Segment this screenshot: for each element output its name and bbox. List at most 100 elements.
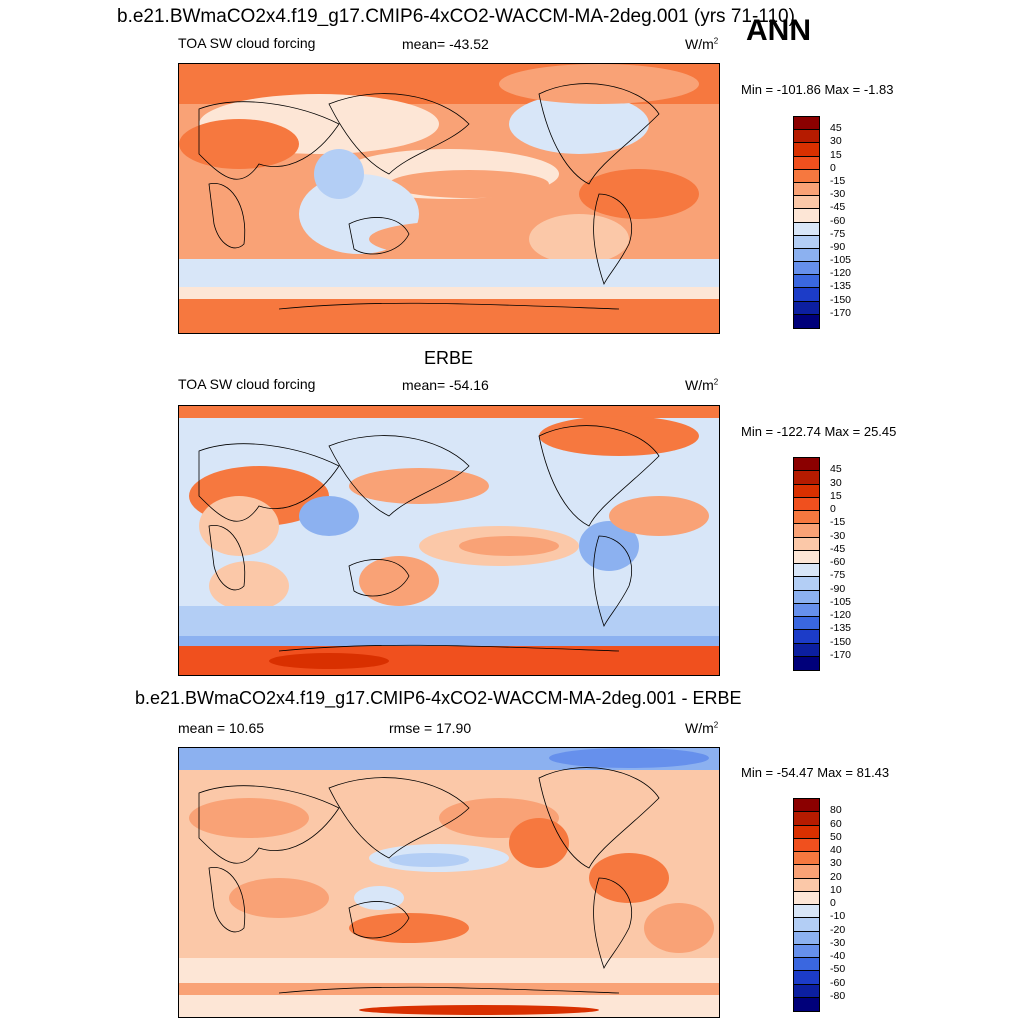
colorbar-tick-label: -90 (830, 240, 846, 253)
colorbar-swatch (794, 812, 819, 826)
panel1-map (178, 63, 720, 334)
colorbar-tick-label: -105 (830, 254, 852, 267)
colorbar-swatch (794, 564, 819, 578)
colorbar-swatch (794, 458, 819, 472)
colorbar-tick-label: -170 (830, 306, 852, 319)
panel1-variable: TOA SW cloud forcing (178, 35, 316, 51)
panel3-title: b.e21.BWmaCO2x4.f19_g17.CMIP6-4xCO2-WACC… (135, 688, 742, 708)
colorbar-tick-label: -15 (830, 174, 846, 187)
colorbar-tick-label: -50 (830, 963, 846, 976)
panel1-minmax: Min = -101.86 Max = -1.83 (741, 82, 894, 97)
colorbar-tick-label: -150 (830, 635, 852, 648)
colorbar-swatch (794, 931, 819, 945)
colorbar-tick-label: 0 (830, 503, 836, 515)
colorbar-tick-label: -45 (830, 542, 846, 555)
colorbar-swatch (794, 997, 819, 1011)
colorbar-swatch (794, 537, 819, 551)
colorbar-swatch (794, 603, 819, 617)
panel1-mean: mean= -43.52 (402, 36, 489, 52)
colorbar-swatch (794, 971, 819, 985)
colorbar-tick-label: 15 (830, 489, 842, 502)
colorbar-tick-label: -10 (830, 910, 846, 923)
colorbar-swatch (794, 248, 819, 263)
colorbar-swatch (794, 524, 819, 538)
colorbar-swatch (794, 169, 819, 183)
colorbar-tick-label: 60 (830, 817, 842, 830)
colorbar-swatch (794, 865, 819, 879)
colorbar-tick-label: -75 (830, 227, 846, 240)
colorbar-swatch (794, 235, 819, 249)
colorbar-swatch (794, 209, 819, 223)
colorbar-tick-label: -135 (830, 280, 852, 293)
colorbar-swatch (794, 484, 819, 498)
colorbar-tick-label: -60 (830, 214, 846, 227)
panel1-colorbar (793, 116, 820, 329)
colorbar-swatch (794, 944, 819, 958)
colorbar-tick-label: -150 (830, 293, 852, 306)
colorbar-tick-label: 15 (830, 148, 842, 161)
colorbar-swatch (794, 143, 819, 157)
panel3-map (178, 747, 720, 1018)
panel2-variable: TOA SW cloud forcing (178, 376, 316, 392)
colorbar-swatch (794, 984, 819, 998)
colorbar-tick-label: -105 (830, 595, 852, 608)
colorbar-swatch (794, 852, 819, 866)
colorbar-swatch (794, 130, 819, 144)
colorbar-tick-label: -120 (830, 609, 852, 621)
colorbar-swatch (794, 182, 819, 197)
colorbar-tick-label: -170 (830, 648, 852, 661)
colorbar-tick-label: -40 (830, 950, 846, 962)
colorbar-swatch (794, 891, 819, 905)
panel3-colorbar (793, 798, 820, 1012)
colorbar-swatch (794, 630, 819, 644)
colorbar-tick-label: -60 (830, 556, 846, 568)
colorbar-swatch (794, 656, 819, 670)
panel2-map (178, 405, 720, 676)
panel2-mean: mean= -54.16 (402, 377, 489, 393)
panel3-map-plot (179, 748, 719, 1017)
panel2-colorbar (793, 457, 820, 671)
colorbar-tick-label: -45 (830, 201, 846, 214)
colorbar-swatch (794, 550, 819, 564)
colorbar-tick-label: 0 (830, 897, 836, 909)
colorbar-swatch (794, 643, 819, 657)
panel1-map-plot (179, 64, 719, 333)
colorbar-swatch (794, 577, 819, 591)
colorbar-tick-label: -30 (830, 188, 846, 201)
colorbar-tick-label: -80 (830, 989, 846, 1002)
colorbar-swatch (794, 825, 819, 839)
colorbar-swatch (794, 314, 819, 328)
colorbar-swatch (794, 590, 819, 604)
colorbar-swatch (794, 918, 819, 932)
colorbar-tick-label: 30 (830, 857, 842, 870)
colorbar-tick-label: 40 (830, 844, 842, 856)
panel1-units: W/m2 (685, 36, 719, 52)
colorbar-tick-label: -15 (830, 516, 846, 529)
colorbar-swatch (794, 222, 819, 236)
colorbar-swatch (794, 799, 819, 813)
colorbar-tick-label: 50 (830, 830, 842, 843)
colorbar-swatch (794, 958, 819, 972)
colorbar-tick-label: 10 (830, 883, 842, 896)
colorbar-tick-label: 30 (830, 476, 842, 489)
colorbar-swatch (794, 262, 819, 276)
colorbar-swatch (794, 196, 819, 210)
colorbar-tick-label: 80 (830, 804, 842, 817)
panel2-units: W/m2 (685, 377, 719, 393)
colorbar-swatch (794, 288, 819, 302)
panel2-map-plot (179, 406, 719, 675)
colorbar-swatch (794, 617, 819, 631)
colorbar-tick-label: 20 (830, 870, 842, 883)
colorbar-tick-label: 45 (830, 463, 842, 476)
colorbar-swatch (794, 471, 819, 485)
colorbar-tick-label: -120 (830, 267, 852, 280)
colorbar-tick-label: 45 (830, 122, 842, 135)
panel3-rmse: rmse = 17.90 (389, 720, 472, 736)
colorbar-tick-label: 0 (830, 161, 836, 174)
colorbar-tick-label: -75 (830, 569, 846, 582)
panel3-units: W/m2 (685, 720, 719, 736)
colorbar-tick-label: -30 (830, 529, 846, 542)
panel2-title: ERBE (424, 348, 474, 368)
colorbar-swatch (794, 117, 819, 131)
colorbar-tick-label: -90 (830, 582, 846, 595)
